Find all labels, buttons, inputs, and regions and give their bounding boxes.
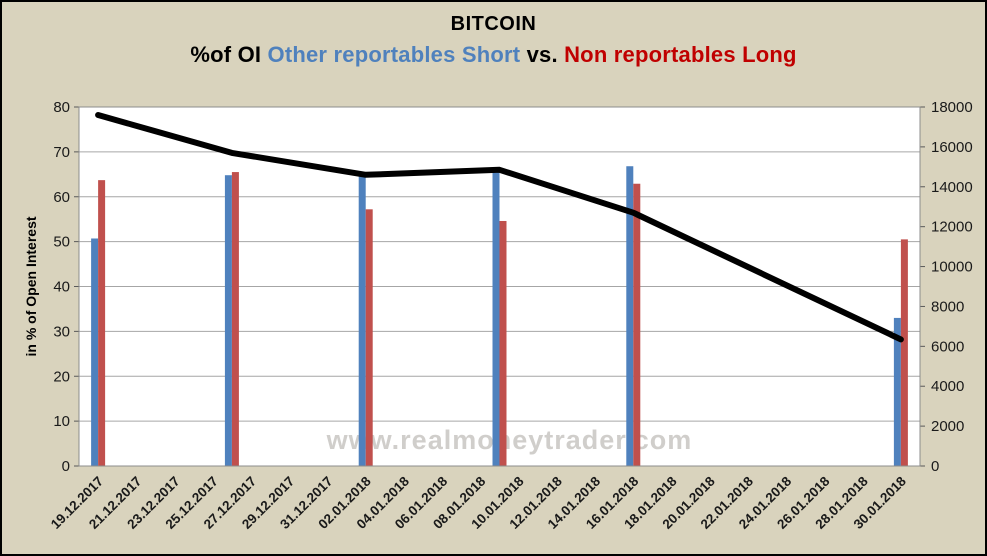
right-axis-tick-label: 14000 [931,179,973,196]
left-axis-tick-label: 80 [53,99,70,116]
bar [499,220,507,466]
left-axis-title: in % of Open Interest [23,216,39,356]
bar [633,183,641,466]
bar-series-0 [91,166,901,467]
left-axis-tick-label: 10 [53,413,70,430]
left-axis-tick-label: 20 [53,368,70,385]
chart-subtitle-segment-0: %of OI [190,42,268,67]
right-axis-tick-label: 0 [931,458,939,475]
bar-series-1 [98,172,908,467]
chart-subtitle: %of OI Other reportables Short vs. Non r… [2,41,985,69]
x-axis-labels: 19.12.201721.12.201723.12.201725.12.2017… [48,473,910,532]
left-axis-tick-label: 40 [53,279,70,296]
chart-title: BITCOIN [450,13,537,35]
left-axis-tick-label: 70 [53,144,70,161]
right-axis-tick-label: 4000 [931,378,964,395]
plot-border [78,106,921,467]
right-axis-tick-label: 2000 [931,418,964,435]
left-axis-tick-label: 0 [62,458,70,475]
left-axis-tick-label: 50 [53,234,70,251]
axis-tick-labels: 0 10 20 30 40 50 60 70 80 0 2000 4000 6000 8000 10000 1… [53,99,972,475]
bar [224,175,232,466]
right-axis-tick-label: 16000 [931,139,973,156]
chart-header: BITCOIN %of OI Other reportables Short v… [2,12,985,69]
bar [91,238,99,466]
bar [365,209,373,466]
price-line [95,112,904,343]
bar [492,167,500,467]
bar [358,176,366,466]
bar [893,317,901,466]
bar [626,166,634,467]
right-axis-tick-label: 6000 [931,338,964,355]
right-axis-tick-label: 10000 [931,259,973,276]
right-axis-tick-label: 8000 [931,298,964,315]
left-axis-tick-label: 30 [53,323,70,340]
left-axis-tick-label: 60 [53,189,70,206]
right-axis-tick-label: 12000 [931,219,973,236]
bar [98,180,106,467]
bar [231,172,239,466]
chart-subtitle-segment-3: Non reportables Long [564,42,797,67]
right-axis-tick-label: 18000 [931,99,973,116]
bar [900,239,908,466]
chart-subtitle-segment-1: Other reportables Short [267,42,521,67]
chart-subtitle-segment-2: vs. [520,42,565,67]
axis-ticks [74,106,925,467]
